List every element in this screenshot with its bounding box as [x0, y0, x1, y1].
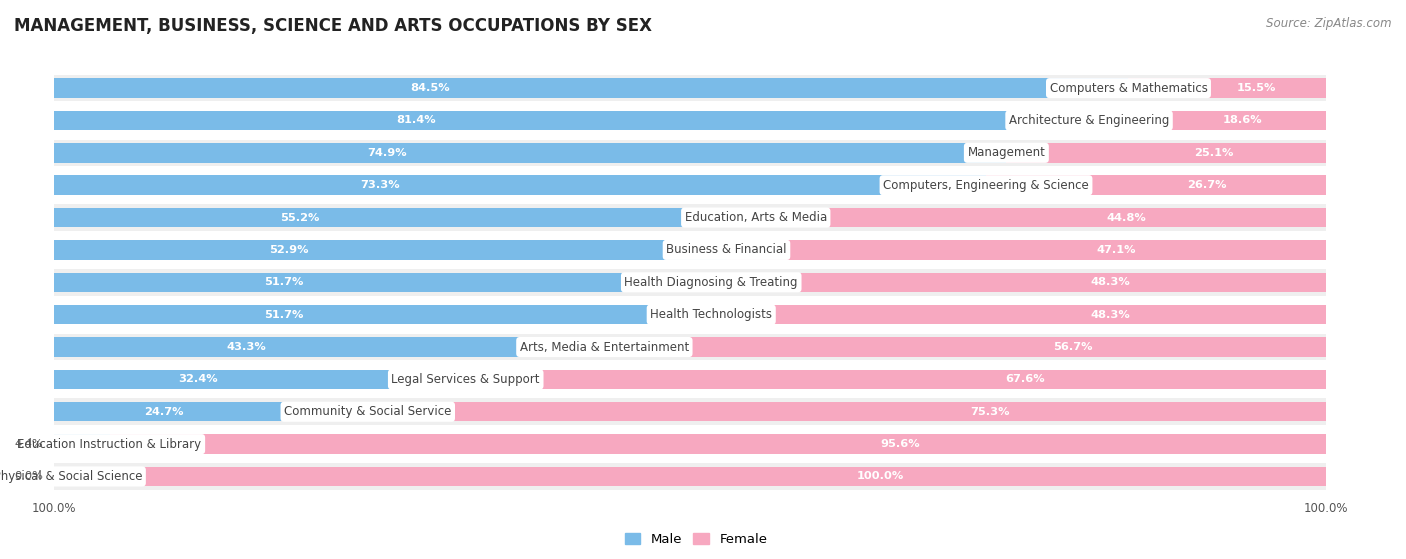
Text: Health Technologists: Health Technologists [650, 308, 772, 321]
Bar [711, 305, 1326, 324]
Bar [605, 337, 1326, 357]
Text: 15.5%: 15.5% [1237, 83, 1277, 93]
Bar [1129, 78, 1326, 98]
Bar [53, 366, 1326, 392]
Text: Legal Services & Support: Legal Services & Support [391, 373, 540, 386]
Bar [53, 172, 1326, 198]
Text: 25.1%: 25.1% [1194, 148, 1233, 158]
Text: 48.3%: 48.3% [1091, 310, 1130, 320]
Text: 81.4%: 81.4% [396, 116, 436, 125]
Bar [53, 78, 1129, 98]
Text: Business & Financial: Business & Financial [666, 243, 787, 257]
Bar [53, 273, 711, 292]
Bar [368, 402, 1326, 421]
Bar [53, 402, 368, 421]
Bar [1007, 143, 1326, 163]
Bar [53, 107, 1326, 134]
Bar [756, 208, 1326, 228]
Bar [53, 240, 727, 259]
Text: 51.7%: 51.7% [264, 310, 304, 320]
Text: 18.6%: 18.6% [1223, 116, 1263, 125]
Bar [986, 176, 1326, 195]
Text: 100.0%: 100.0% [856, 471, 904, 481]
Text: 56.7%: 56.7% [1053, 342, 1092, 352]
Text: Management: Management [967, 146, 1045, 159]
Bar [53, 369, 465, 389]
Text: 32.4%: 32.4% [179, 375, 218, 385]
Bar [727, 240, 1326, 259]
Bar [53, 334, 1326, 361]
Bar [53, 236, 1326, 263]
Bar [711, 273, 1326, 292]
Text: 75.3%: 75.3% [970, 407, 1010, 417]
Text: 4.4%: 4.4% [14, 439, 44, 449]
Text: 26.7%: 26.7% [1187, 180, 1226, 190]
Bar [465, 369, 1326, 389]
Text: Architecture & Engineering: Architecture & Engineering [1010, 114, 1170, 127]
Bar [53, 431, 1326, 457]
Text: 44.8%: 44.8% [1107, 212, 1146, 222]
Bar [53, 111, 1090, 130]
Text: 84.5%: 84.5% [411, 83, 450, 93]
Text: Community & Social Service: Community & Social Service [284, 405, 451, 418]
Text: 73.3%: 73.3% [360, 180, 399, 190]
Bar [53, 463, 1326, 490]
Bar [53, 399, 1326, 425]
Bar [53, 75, 1326, 101]
Legend: Male, Female: Male, Female [619, 528, 773, 551]
Text: 0.0%: 0.0% [14, 471, 44, 481]
Bar [53, 467, 1326, 486]
Bar [53, 143, 1007, 163]
Text: Education, Arts & Media: Education, Arts & Media [685, 211, 827, 224]
Bar [53, 434, 110, 454]
Text: 47.1%: 47.1% [1097, 245, 1136, 255]
Text: 52.9%: 52.9% [270, 245, 309, 255]
Text: Computers, Engineering & Science: Computers, Engineering & Science [883, 179, 1088, 192]
Bar [53, 208, 756, 228]
Text: Computers & Mathematics: Computers & Mathematics [1049, 82, 1208, 94]
Bar [53, 140, 1326, 166]
Bar [1090, 111, 1326, 130]
Text: 51.7%: 51.7% [264, 277, 304, 287]
Text: 43.3%: 43.3% [226, 342, 266, 352]
Text: Life, Physical & Social Science: Life, Physical & Social Science [0, 470, 142, 483]
Text: 95.6%: 95.6% [880, 439, 920, 449]
Bar [53, 176, 986, 195]
Bar [53, 269, 1326, 296]
Text: 55.2%: 55.2% [280, 212, 319, 222]
Text: Source: ZipAtlas.com: Source: ZipAtlas.com [1267, 17, 1392, 30]
Bar [53, 204, 1326, 231]
Bar [53, 337, 605, 357]
Text: Health Diagnosing & Treating: Health Diagnosing & Treating [624, 276, 799, 289]
Text: 74.9%: 74.9% [367, 148, 406, 158]
Text: 67.6%: 67.6% [1005, 375, 1045, 385]
Bar [53, 301, 1326, 328]
Text: 24.7%: 24.7% [143, 407, 183, 417]
Bar [53, 305, 711, 324]
Text: Arts, Media & Entertainment: Arts, Media & Entertainment [520, 340, 689, 353]
Text: Education Instruction & Library: Education Instruction & Library [17, 438, 201, 451]
Text: 48.3%: 48.3% [1091, 277, 1130, 287]
Bar [110, 434, 1326, 454]
Text: MANAGEMENT, BUSINESS, SCIENCE AND ARTS OCCUPATIONS BY SEX: MANAGEMENT, BUSINESS, SCIENCE AND ARTS O… [14, 17, 652, 35]
